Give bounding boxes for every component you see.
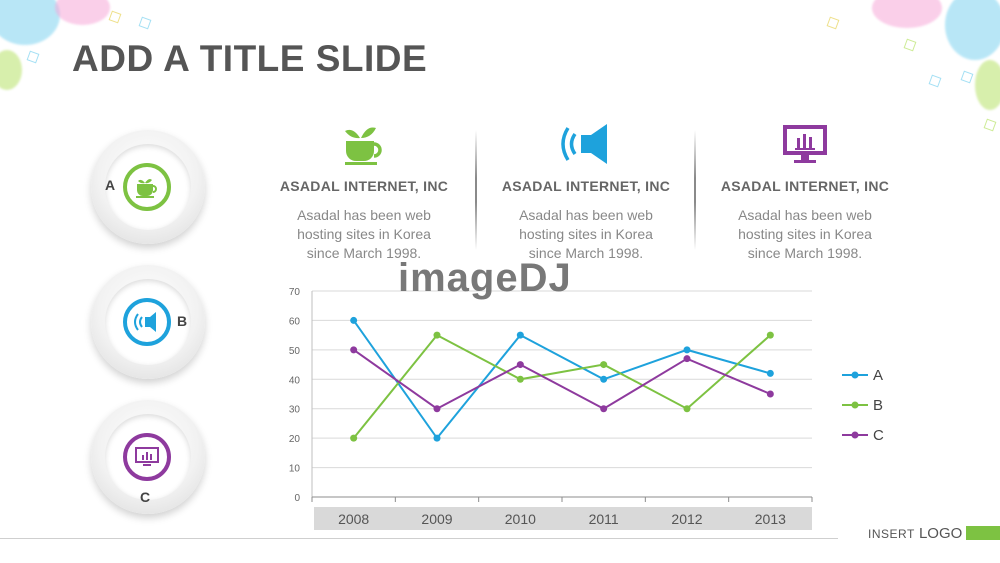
x-axis-ticks: 2008 2009 2010 2011 2012 2013 <box>338 511 786 527</box>
y-tick-label: 40 <box>289 375 301 386</box>
data-point-c <box>516 361 524 369</box>
badge-letter-a: A <box>105 177 116 193</box>
speaker-icon <box>123 298 171 346</box>
data-point-b <box>766 331 774 339</box>
data-point-a <box>433 434 441 442</box>
legend-marker-a <box>851 371 859 379</box>
badge-c: C <box>91 400 205 514</box>
data-point-b <box>683 405 691 413</box>
info-column-1: ASADAL INTERNET, INC Asadal has been web… <box>259 118 469 263</box>
column-title: ASADAL INTERNET, INC <box>720 178 890 194</box>
footer-insert-text: INSERT <box>868 527 915 541</box>
legend: ABC <box>842 367 884 444</box>
y-axis-ticks: 0 10 20 30 40 50 60 70 <box>289 287 301 504</box>
legend-label-b: B <box>873 397 883 414</box>
legend-marker-c <box>851 431 859 439</box>
data-point-c <box>433 405 441 413</box>
badge-letter-b: B <box>177 313 188 329</box>
x-tick-label: 2009 <box>421 511 452 527</box>
x-tick-label: 2012 <box>671 511 702 527</box>
column-description: Asadal has been web hosting sites in Kor… <box>519 207 653 261</box>
footer-divider <box>0 538 838 539</box>
data-point-b <box>600 361 608 369</box>
data-point-a <box>516 331 524 339</box>
data-point-a <box>683 346 691 354</box>
data-point-b <box>516 375 524 383</box>
x-tick-label: 2010 <box>505 511 536 527</box>
x-tick-label: 2013 <box>755 511 786 527</box>
y-tick-label: 0 <box>294 493 300 504</box>
column-description: Asadal has been web hosting sites in Kor… <box>297 207 431 261</box>
data-point-a <box>350 316 358 324</box>
data-point-b <box>433 331 441 339</box>
info-column-3: ASADAL INTERNET, INC Asadal has been web… <box>700 118 910 263</box>
teacup-icon <box>259 118 469 170</box>
x-axis-band <box>314 507 812 530</box>
footer-logo-text: LOGO <box>918 525 963 542</box>
series-line-b <box>352 333 771 439</box>
data-point-a <box>766 369 774 377</box>
y-tick-label: 50 <box>289 346 301 357</box>
footer-logo: INSERT LOGO <box>868 525 962 542</box>
column-description: Asadal has been web hosting sites in Kor… <box>738 207 872 261</box>
series-lines <box>350 316 774 442</box>
x-tick-label: 2011 <box>589 511 619 527</box>
monitor-chart-icon <box>700 118 910 170</box>
footer-accent-bar <box>966 526 1000 540</box>
y-tick-label: 30 <box>289 405 301 416</box>
y-tick-label: 60 <box>289 316 301 327</box>
data-point-c <box>600 405 608 413</box>
badge-letter-c: C <box>140 489 151 505</box>
column-title: ASADAL INTERNET, INC <box>279 178 449 194</box>
data-point-c <box>683 355 691 363</box>
legend-label-a: A <box>873 367 883 384</box>
legend-label-c: C <box>873 427 884 444</box>
divider <box>475 130 477 250</box>
column-title: ASADAL INTERNET, INC <box>501 178 671 194</box>
badge-a: A <box>91 130 205 244</box>
speaker-icon <box>481 118 691 170</box>
legend-marker-b <box>851 401 859 409</box>
data-point-b <box>350 434 358 442</box>
data-point-a <box>600 375 608 383</box>
y-tick-label: 20 <box>289 434 301 445</box>
y-tick-label: 70 <box>289 287 301 298</box>
series-line-a <box>352 319 771 440</box>
data-point-c <box>350 346 358 354</box>
y-tick-label: 10 <box>289 464 301 475</box>
badge-b: B <box>91 265 205 379</box>
series-line-c <box>353 349 771 410</box>
monitor-chart-icon <box>123 433 171 481</box>
watermark: imageDJ <box>398 256 572 300</box>
divider <box>694 130 696 250</box>
teacup-icon <box>123 163 171 211</box>
info-column-2: ASADAL INTERNET, INC Asadal has been web… <box>481 118 691 263</box>
x-tick-label: 2008 <box>338 511 369 527</box>
data-point-c <box>766 390 774 398</box>
slide-title: ADD A TITLE SLIDE <box>72 38 428 79</box>
